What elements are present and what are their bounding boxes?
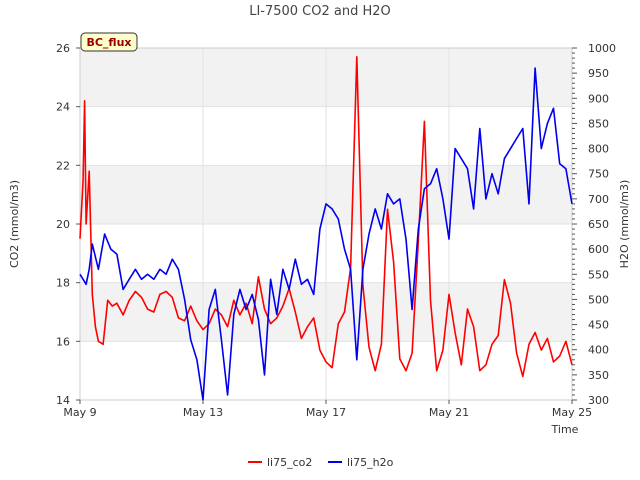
y-tick-label: 24 xyxy=(56,101,70,114)
y2-tick-label: 500 xyxy=(588,293,609,306)
y2-tick-label: 700 xyxy=(588,193,609,206)
series-line-li75_co2 xyxy=(79,55,573,378)
y2-tick-label: 450 xyxy=(588,319,609,332)
x-tick-label: May 17 xyxy=(306,406,346,419)
y-tick-label: 22 xyxy=(56,159,70,172)
y2-tick-label: 600 xyxy=(588,243,609,256)
x-tick-label: May 21 xyxy=(429,406,469,419)
series-layer xyxy=(79,55,573,401)
y2-tick-label: 850 xyxy=(588,117,609,130)
y-axis-right: 300 350 400 450 500 550 600 650 700 750 800 850 900 9… xyxy=(572,42,616,407)
y2-tick-label: 1000 xyxy=(588,42,616,55)
y-axis-title: CO2 (mmol/m3) xyxy=(8,180,21,268)
y2-tick-label: 950 xyxy=(588,67,609,80)
y2-tick-label: 900 xyxy=(588,92,609,105)
legend-label-h2o: li75_h2o xyxy=(347,456,394,469)
y-tick-label: 18 xyxy=(56,277,70,290)
legend-label-co2: li75_co2 xyxy=(267,456,312,469)
y-tick-label: 16 xyxy=(56,335,70,348)
x-axis: May 9 May 13 May 17 May 21 May 25 xyxy=(63,400,592,419)
badge-box xyxy=(80,32,138,52)
x-tick-label: May 25 xyxy=(552,406,592,419)
x-axis-title: Time xyxy=(551,423,579,436)
y2-tick-label: 400 xyxy=(588,344,609,357)
y-tick-label: 14 xyxy=(56,394,70,407)
legend: li75_co2 li75_h2o xyxy=(248,456,394,469)
badge-label: BC_flux xyxy=(86,36,131,49)
y-tick-label: 26 xyxy=(56,42,70,55)
y2-tick-label: 800 xyxy=(588,143,609,156)
series-line-li75_h2o xyxy=(79,67,573,401)
x-tick-label: May 9 xyxy=(63,406,96,419)
chart-title: LI-7500 CO2 and H2O xyxy=(249,4,391,19)
y2-tick-label: 750 xyxy=(588,168,609,181)
y-tick-label: 20 xyxy=(56,218,70,231)
y2-tick-label: 650 xyxy=(588,218,609,231)
x-tick-label: May 13 xyxy=(183,406,223,419)
y2-tick-label: 300 xyxy=(588,394,609,407)
bc-flux-badge: BC_flux xyxy=(80,32,138,52)
y-axis-left: 14 16 18 20 22 24 26 xyxy=(56,42,80,407)
y2-tick-label: 550 xyxy=(588,268,609,281)
y2-tick-label: 350 xyxy=(588,369,609,382)
y2-axis-title: H2O (mmol/m3) xyxy=(618,180,631,269)
